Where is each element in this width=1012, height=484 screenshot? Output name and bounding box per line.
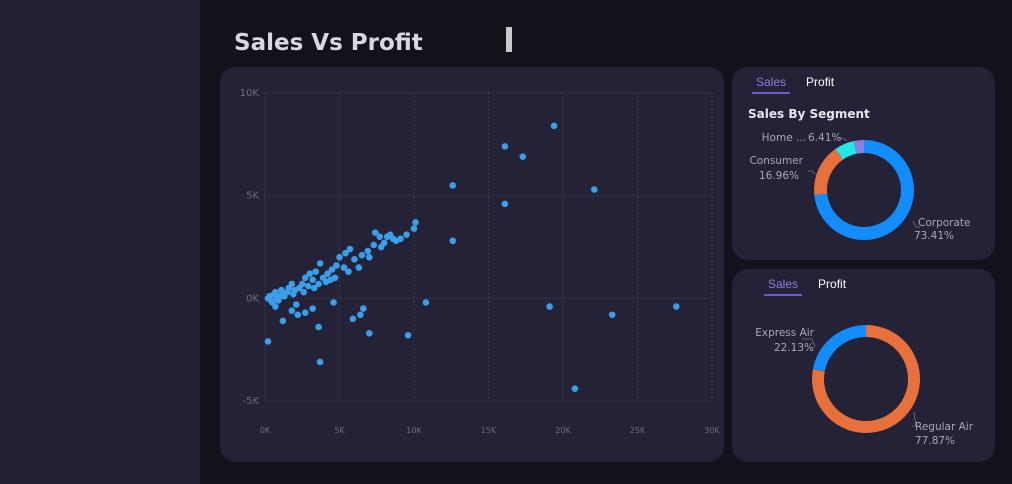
- scatter-point[interactable]: [449, 238, 456, 245]
- donut-slice[interactable]: [814, 149, 843, 195]
- ship-mode-chart-card: Sales Profit Regular Air 77.87% Express Ai…: [732, 269, 995, 462]
- scatter-point[interactable]: [305, 283, 312, 290]
- scatter-point[interactable]: [330, 299, 337, 306]
- scatter-point[interactable]: [411, 225, 418, 232]
- scatter-point[interactable]: [265, 338, 272, 345]
- scatter-point[interactable]: [572, 385, 579, 392]
- scatter-point[interactable]: [403, 231, 410, 238]
- scatter-point[interactable]: [286, 285, 293, 292]
- scatter-point[interactable]: [360, 305, 367, 312]
- x-tick-label: 10K: [406, 426, 422, 435]
- page-title: Sales Vs Profit: [234, 30, 423, 56]
- scatter-point[interactable]: [356, 264, 363, 271]
- data-label: 16.96%: [759, 170, 799, 182]
- x-tick-label: 5K: [334, 426, 345, 435]
- scatter-point[interactable]: [365, 248, 372, 255]
- scatter-point[interactable]: [272, 289, 279, 296]
- scatter-point[interactable]: [280, 318, 287, 325]
- scatter-point[interactable]: [591, 186, 598, 193]
- data-label: Corporate: [918, 217, 971, 229]
- scatter-point[interactable]: [357, 311, 364, 318]
- scatter-point[interactable]: [551, 123, 558, 130]
- scatter-point[interactable]: [289, 307, 296, 314]
- scatter-point[interactable]: [351, 256, 358, 263]
- scatter-point[interactable]: [502, 201, 509, 208]
- scatter-point[interactable]: [345, 268, 352, 275]
- scatter-point[interactable]: [423, 299, 430, 306]
- y-tick-label: 10K: [240, 88, 260, 99]
- y-tick-label: -5K: [242, 396, 259, 407]
- data-label: Home ...: [762, 132, 806, 144]
- label-leader-line: [808, 171, 815, 174]
- scatter-point[interactable]: [317, 359, 324, 366]
- scatter-point[interactable]: [405, 332, 412, 339]
- scatter-point[interactable]: [342, 250, 349, 257]
- scatter-point[interactable]: [275, 297, 282, 304]
- x-tick-label: 0K: [260, 426, 271, 435]
- x-tick-label: 25K: [630, 426, 646, 435]
- scatter-point[interactable]: [302, 275, 309, 282]
- scatter-point[interactable]: [315, 281, 322, 288]
- segment-chart-card: Sales Profit Sales By Segment Corporate 7…: [732, 67, 995, 260]
- scatter-point[interactable]: [293, 301, 300, 308]
- x-tick-label: 15K: [481, 426, 497, 435]
- data-label: Express Air: [755, 327, 814, 339]
- scatter-point[interactable]: [359, 252, 366, 259]
- scatter-point[interactable]: [309, 305, 316, 312]
- y-tick-label: 0K: [246, 293, 259, 304]
- scatter-point[interactable]: [350, 316, 357, 323]
- scatter-point[interactable]: [302, 309, 309, 316]
- sidebar: [0, 0, 200, 484]
- scatter-point[interactable]: [372, 229, 379, 236]
- scatter-point[interactable]: [336, 254, 343, 261]
- scatter-chart-card: 10K 5K 0K -5K 0K 5K 10K 15K 20K 25K 30K: [220, 67, 724, 462]
- scatter-point[interactable]: [278, 287, 285, 294]
- scatter-point[interactable]: [449, 182, 456, 189]
- ship-mode-donut-chart[interactable]: Regular Air 77.87% Express Air 22.13%: [732, 269, 995, 462]
- scatter-point[interactable]: [315, 324, 322, 331]
- scatter-point[interactable]: [412, 219, 419, 226]
- scatter-point[interactable]: [673, 303, 680, 310]
- scatter-point[interactable]: [290, 291, 297, 298]
- scatter-point[interactable]: [546, 303, 553, 310]
- scatter-point[interactable]: [390, 235, 397, 242]
- data-label: 77.87%: [915, 435, 955, 447]
- scatter-point[interactable]: [317, 260, 324, 267]
- data-label: 22.13%: [774, 342, 814, 354]
- scatter-chart[interactable]: 10K 5K 0K -5K 0K 5K 10K 15K 20K 25K 30K: [220, 67, 724, 462]
- scatter-point[interactable]: [370, 242, 377, 249]
- text-cursor-icon: [506, 27, 512, 52]
- scatter-point[interactable]: [312, 268, 319, 275]
- x-tick-label: 30K: [704, 426, 720, 435]
- y-tick-label: 5K: [246, 191, 259, 202]
- scatter-point[interactable]: [309, 277, 316, 284]
- scatter-point[interactable]: [332, 275, 339, 282]
- data-label: 6.41%: [808, 132, 841, 144]
- data-label: 73.41%: [914, 230, 954, 242]
- scatter-point[interactable]: [272, 303, 279, 310]
- scatter-point[interactable]: [381, 240, 388, 247]
- data-label: Regular Air: [915, 421, 974, 433]
- scatter-point[interactable]: [366, 254, 373, 261]
- donut-slice[interactable]: [813, 325, 866, 371]
- scatter-point[interactable]: [502, 143, 509, 150]
- x-tick-label: 20K: [555, 426, 571, 435]
- scatter-point[interactable]: [609, 311, 616, 318]
- scatter-point[interactable]: [366, 330, 373, 337]
- scatter-point[interactable]: [281, 293, 288, 300]
- data-label: Consumer: [749, 155, 803, 167]
- scatter-point[interactable]: [294, 311, 301, 318]
- scatter-point[interactable]: [300, 289, 307, 296]
- scatter-point[interactable]: [519, 153, 526, 160]
